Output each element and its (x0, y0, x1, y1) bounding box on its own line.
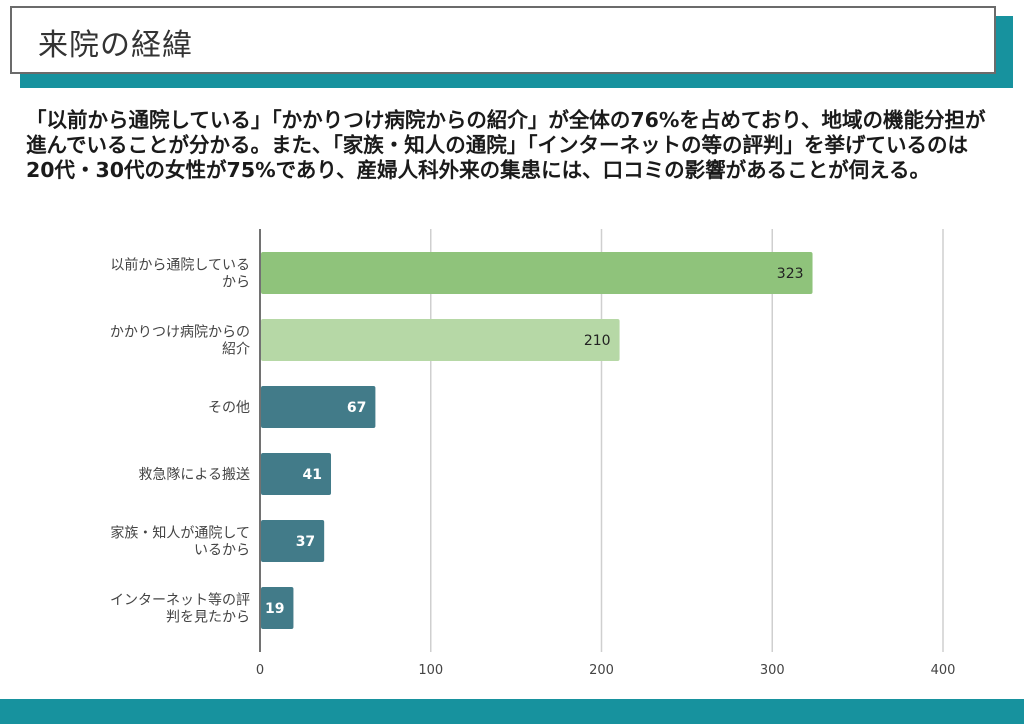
bar (261, 386, 376, 428)
footer-bar (0, 699, 1024, 724)
bars: 323 210 67 41 37 19 (261, 252, 813, 629)
page-title: 来院の経緯 (38, 28, 193, 63)
x-tick-label: 200 (589, 663, 614, 678)
x-tick-labels: 0 100 200 300 400 (256, 663, 956, 678)
bar-value-label: 323 (777, 266, 804, 282)
category-label: 救急隊による搬送 (138, 467, 250, 483)
description-text: 「以前から通院している」「かかりつけ病院からの紹介」が全体の76%を占めており、… (26, 108, 986, 182)
bar-value-label: 19 (265, 601, 284, 617)
x-tick-label: 0 (256, 663, 264, 678)
bar-value-label: 67 (347, 400, 366, 416)
bar (261, 252, 813, 294)
bar (261, 319, 620, 361)
bar-value-label: 37 (296, 534, 315, 550)
x-tick-label: 100 (418, 663, 443, 678)
category-label: かかりつけ病院からの紹介 (110, 325, 250, 358)
x-tick-label: 400 (931, 663, 956, 678)
bar-value-label: 41 (303, 467, 322, 483)
bar (261, 453, 332, 495)
category-label: 家族・知人が通院しているから (110, 525, 250, 559)
bar-value-label: 210 (584, 333, 611, 349)
category-label: その他 (208, 400, 250, 416)
category-label: インターネット等の評判を見たから (110, 592, 250, 626)
category-labels: 以前から通院しているからかかりつけ病院からの紹介その他救急隊による搬送家族・知人… (110, 257, 250, 626)
title-box: 来院の経緯 (10, 6, 996, 74)
x-tick-label: 300 (760, 663, 785, 678)
bar (261, 587, 294, 629)
grid-lines (259, 229, 944, 652)
category-label: 以前から通院しているから (110, 257, 250, 291)
bar (261, 520, 325, 562)
